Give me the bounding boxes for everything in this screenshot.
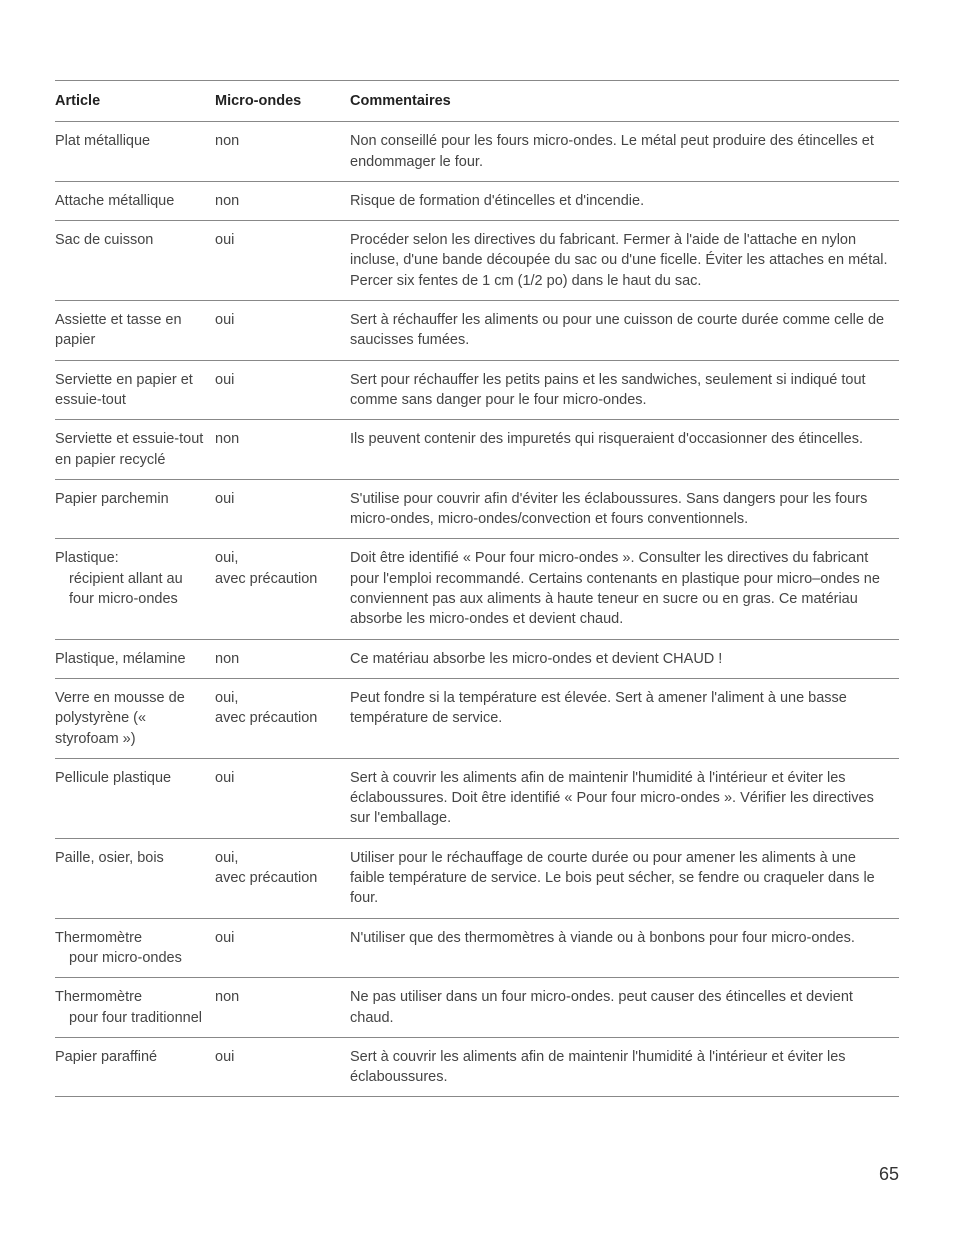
cell-micro: oui bbox=[215, 479, 350, 539]
table-row: Verre en mousse de polystyrène (« styrof… bbox=[55, 678, 899, 758]
cell-article: Pellicule plastique bbox=[55, 758, 215, 838]
table-row: Thermomètre pour four traditionnel nonNe p… bbox=[55, 978, 899, 1038]
cell-comment: Ce matériau absorbe les micro-ondes et d… bbox=[350, 639, 899, 678]
cell-micro: non bbox=[215, 978, 350, 1038]
cell-article: Thermomètre pour micro-ondes bbox=[55, 918, 215, 978]
cell-article: Serviette et essuie-tout en papier recyc… bbox=[55, 420, 215, 480]
cell-micro: oui bbox=[215, 918, 350, 978]
cell-micro: non bbox=[215, 122, 350, 182]
table-row: Thermomètre pour micro-ondes ouiN'utiliser… bbox=[55, 918, 899, 978]
cell-micro: oui bbox=[215, 221, 350, 301]
table-row: Sac de cuissonouiProcéder selon les dire… bbox=[55, 221, 899, 301]
cell-micro: oui bbox=[215, 758, 350, 838]
cell-article: Serviette en papier et essuie-tout bbox=[55, 360, 215, 420]
table-row: Pellicule plastiqueouiSert à couvrir les… bbox=[55, 758, 899, 838]
table-row: Plat métalliquenonNon conseillé pour les… bbox=[55, 122, 899, 182]
article-main: Plastique: bbox=[55, 550, 119, 566]
cell-article: Plastique, mélamine bbox=[55, 639, 215, 678]
cell-micro: oui bbox=[215, 1037, 350, 1097]
table-row: Plastique: récipient allant au four micro… bbox=[55, 539, 899, 639]
cell-article: Paille, osier, bois bbox=[55, 838, 215, 918]
table-row: Serviette en papier et essuie-toutouiSer… bbox=[55, 360, 899, 420]
header-micro: Micro-ondes bbox=[215, 81, 350, 122]
cell-article: Plat métallique bbox=[55, 122, 215, 182]
table-row: Serviette et essuie-tout en papier recyc… bbox=[55, 420, 899, 480]
article-main: Thermomètre bbox=[55, 989, 142, 1005]
table-row: Attache métalliquenonRisque de formation… bbox=[55, 181, 899, 220]
cell-article: Papier paraffiné bbox=[55, 1037, 215, 1097]
article-sub: pour micro-ondes bbox=[55, 948, 207, 968]
materials-table: Article Micro-ondes Commentaires Plat mé… bbox=[55, 80, 899, 1097]
cell-comment: Sert à réchauffer les aliments ou pour u… bbox=[350, 301, 899, 361]
cell-comment: Sert à couvrir les aliments afin de main… bbox=[350, 1037, 899, 1097]
cell-article: Assiette et tasse en papier bbox=[55, 301, 215, 361]
table-row: Assiette et tasse en papierouiSert à réc… bbox=[55, 301, 899, 361]
cell-comment: Sert à couvrir les aliments afin de main… bbox=[350, 758, 899, 838]
table-body: Plat métalliquenonNon conseillé pour les… bbox=[55, 122, 899, 1097]
cell-comment: Utiliser pour le réchauffage de courte d… bbox=[350, 838, 899, 918]
table-row: Plastique, mélaminenonCe matériau absorb… bbox=[55, 639, 899, 678]
article-sub: pour four traditionnel bbox=[55, 1008, 207, 1028]
cell-micro: non bbox=[215, 420, 350, 480]
cell-comment: N'utiliser que des thermomètres à viande… bbox=[350, 918, 899, 978]
cell-comment: Doit être identifié « Pour four micro-on… bbox=[350, 539, 899, 639]
cell-micro: non bbox=[215, 181, 350, 220]
cell-comment: Peut fondre si la température est élevée… bbox=[350, 678, 899, 758]
cell-article: Sac de cuisson bbox=[55, 221, 215, 301]
table-row: Papier parcheminouiS'utilise pour couvri… bbox=[55, 479, 899, 539]
header-article: Article bbox=[55, 81, 215, 122]
article-main: Thermomètre bbox=[55, 930, 142, 946]
cell-micro: non bbox=[215, 639, 350, 678]
cell-article: Attache métallique bbox=[55, 181, 215, 220]
table-row: Paille, osier, boisoui, avec précautionU… bbox=[55, 838, 899, 918]
cell-comment: Sert pour réchauffer les petits pains et… bbox=[350, 360, 899, 420]
cell-comment: Procéder selon les directives du fabrica… bbox=[350, 221, 899, 301]
page-number: 65 bbox=[879, 1164, 899, 1185]
cell-micro: oui bbox=[215, 301, 350, 361]
cell-article: Thermomètre pour four traditionnel bbox=[55, 978, 215, 1038]
table-header-row: Article Micro-ondes Commentaires bbox=[55, 81, 899, 122]
cell-comment: Ils peuvent contenir des impuretés qui r… bbox=[350, 420, 899, 480]
table-row: Papier paraffinéouiSert à couvrir les al… bbox=[55, 1037, 899, 1097]
header-comment: Commentaires bbox=[350, 81, 899, 122]
article-sub: récipient allant au four micro-ondes bbox=[55, 569, 207, 610]
cell-article: Verre en mousse de polystyrène (« styrof… bbox=[55, 678, 215, 758]
cell-article: Papier parchemin bbox=[55, 479, 215, 539]
cell-micro: oui, avec précaution bbox=[215, 539, 350, 639]
cell-article: Plastique: récipient allant au four micro… bbox=[55, 539, 215, 639]
cell-comment: Non conseillé pour les fours micro-ondes… bbox=[350, 122, 899, 182]
cell-comment: S'utilise pour couvrir afin d'éviter les… bbox=[350, 479, 899, 539]
cell-comment: Risque de formation d'étincelles et d'in… bbox=[350, 181, 899, 220]
cell-micro: oui, avec précaution bbox=[215, 838, 350, 918]
cell-comment: Ne pas utiliser dans un four micro-ondes… bbox=[350, 978, 899, 1038]
cell-micro: oui, avec précaution bbox=[215, 678, 350, 758]
cell-micro: oui bbox=[215, 360, 350, 420]
